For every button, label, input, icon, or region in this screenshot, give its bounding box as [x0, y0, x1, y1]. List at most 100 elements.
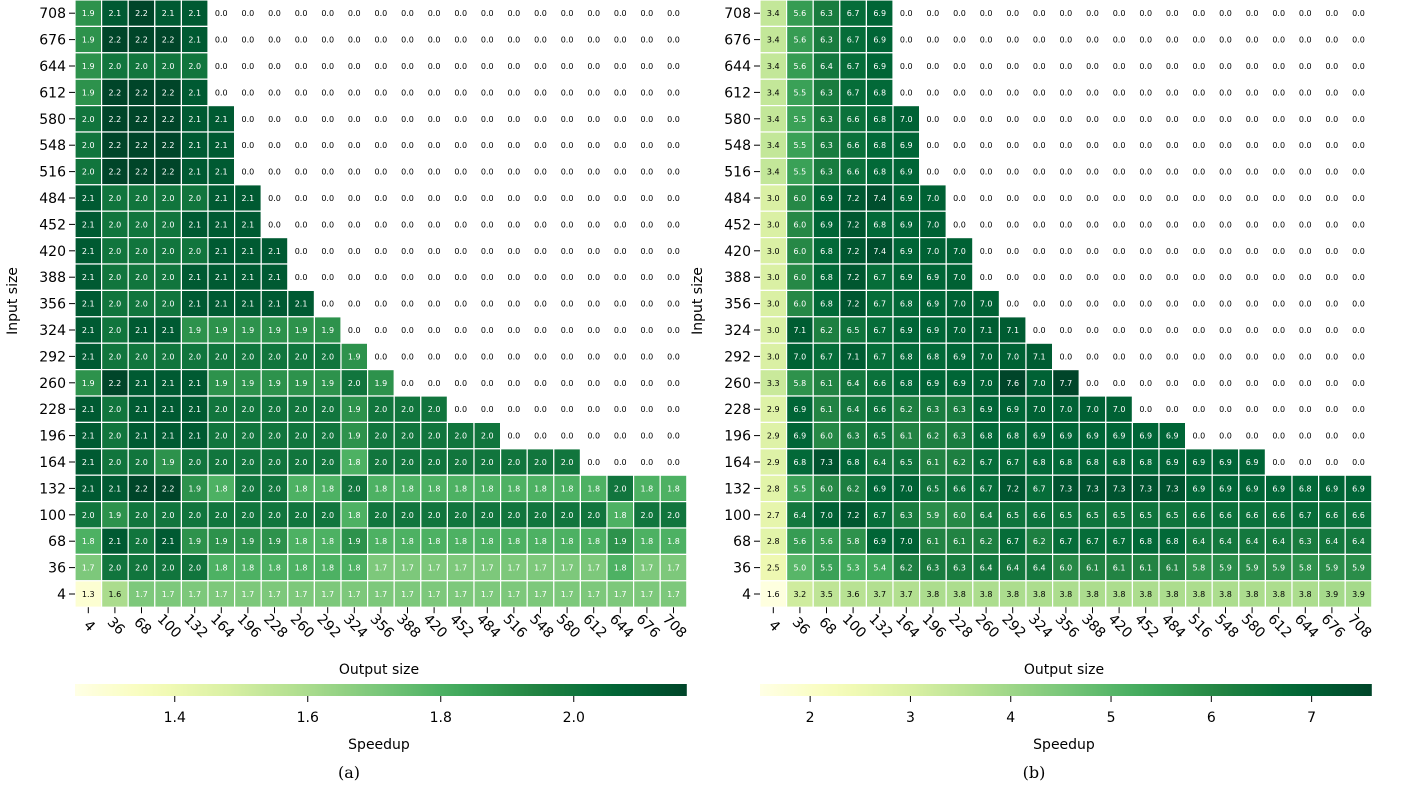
- heatmap-a-cell: [446, 580, 475, 608]
- heatmap-a-cell-label: 2.0: [135, 220, 148, 229]
- heatmap-b-cell-label: 5.6: [794, 537, 807, 546]
- heatmap-b-cell-label: 5.6: [794, 62, 807, 71]
- y-tick-label: 644: [724, 59, 751, 75]
- heatmap-a-cell-label: 1.9: [268, 326, 281, 335]
- heatmap-b-cell: [1238, 448, 1267, 476]
- heatmap-b-cell: [839, 131, 867, 159]
- heatmap-b-cell-label: 6.3: [820, 9, 833, 18]
- heatmap-b-cell: [945, 501, 974, 529]
- heatmap-a-cell: [367, 395, 395, 423]
- heatmap-b-cell-label: 0.0: [1272, 36, 1285, 45]
- heatmap-b-cell: [945, 316, 974, 344]
- heatmap-b-cell-label: 6.8: [820, 247, 833, 256]
- heatmap-a-cell-label: 0.0: [375, 273, 388, 282]
- heatmap-a-cell-label: 0.0: [375, 62, 388, 71]
- heatmap-a-cell-label: 1.7: [667, 564, 680, 573]
- heatmap-a-cell-label: 2.0: [348, 484, 361, 493]
- heatmap-b-cell-label: 0.0: [900, 9, 913, 18]
- heatmap-a-cell: [180, 263, 209, 291]
- heatmap-b-cell-label: 6.4: [820, 62, 833, 71]
- heatmap-b-cell-label: 0.0: [1033, 220, 1046, 229]
- heatmap-b-cell: [1317, 527, 1346, 555]
- heatmap-b-cell-label: 0.0: [1060, 247, 1073, 256]
- heatmap-b-cell-label: 0.0: [1246, 432, 1259, 441]
- y-tick-label: 68: [733, 534, 751, 550]
- heatmap-b-cell-label: 6.8: [1060, 458, 1073, 467]
- heatmap-a-cell-label: 1.8: [375, 484, 388, 493]
- heatmap-b-cell-label: 0.0: [1113, 326, 1126, 335]
- heatmap-a-cell-label: 0.0: [454, 405, 467, 414]
- heatmap-a-cell-label: 0.0: [534, 432, 547, 441]
- heatmap-b-cell-label: 6.5: [1006, 511, 1019, 520]
- heatmap-b-cell-label: 5.5: [794, 115, 807, 124]
- heatmap-a-cell: [659, 580, 688, 608]
- heatmap-a-cell-label: 2.1: [215, 194, 228, 203]
- heatmap-a-cell-label: 2.1: [109, 9, 122, 18]
- heatmap-b-cell-label: 6.7: [873, 300, 886, 309]
- heatmap-b-cell-label: 0.0: [1299, 432, 1312, 441]
- heatmap-a-cell: [234, 184, 262, 212]
- heatmap-b-cell-label: 6.7: [820, 352, 833, 361]
- heatmap-b-cell-label: 0.0: [1219, 194, 1232, 203]
- heatmap-a-cell-label: 0.0: [534, 168, 547, 177]
- y-tick-label: 292: [724, 349, 751, 365]
- heatmap-a-cell: [74, 263, 103, 291]
- heatmap-a-cell-label: 0.0: [667, 326, 680, 335]
- heatmap-a-cell-label: 2.0: [321, 432, 334, 441]
- y-tick-label: 548: [724, 138, 751, 154]
- heatmap-a-cell-label: 2.0: [135, 537, 148, 546]
- heatmap-a-cell-label: 2.1: [162, 9, 175, 18]
- heatmap-b-cell: [785, 474, 814, 503]
- heatmap-b-cell-label: 0.0: [1193, 141, 1206, 150]
- heatmap-a-cell-label: 2.0: [242, 458, 255, 467]
- heatmap-b-cell: [865, 237, 894, 265]
- heatmap-a-cell-label: 0.0: [454, 115, 467, 124]
- heatmap-a-cell-label: 0.0: [428, 115, 441, 124]
- heatmap-b-cell-label: 0.0: [1139, 405, 1152, 414]
- heatmap-a-cell: [127, 289, 156, 318]
- heatmap-a-cell-label: 2.1: [188, 273, 201, 282]
- heatmap-b-cell-label: 0.0: [1246, 273, 1259, 282]
- y-tick-label: 228: [39, 402, 66, 418]
- heatmap-b-cell-label: 3.8: [953, 590, 966, 599]
- heatmap-a-cell-label: 1.9: [321, 379, 334, 388]
- heatmap-b-cell-label: 0.0: [1086, 9, 1099, 18]
- heatmap-a-cell-label: 2.1: [188, 36, 201, 45]
- heatmap-a-cell: [74, 342, 103, 371]
- heatmap-b-cell-label: 6.8: [927, 352, 940, 361]
- heatmap-a-cell-label: 2.0: [508, 458, 521, 467]
- heatmap-b-cell: [918, 316, 947, 344]
- heatmap-b-cell-label: 6.6: [847, 168, 860, 177]
- heatmap-b-cell-label: 6.8: [1139, 537, 1152, 546]
- heatmap-a-cell: [180, 184, 209, 212]
- heatmap-b-cell-label: 0.0: [1086, 379, 1099, 388]
- heatmap-a-cell: [180, 527, 209, 555]
- heatmap-b-cell-label: 5.5: [794, 88, 807, 97]
- heatmap-b-cell-label: 0.0: [1033, 300, 1046, 309]
- heatmap-b-cell-label: 0.0: [1219, 405, 1232, 414]
- heatmap-b-cell: [865, 448, 894, 476]
- heatmap-a-cell-label: 0.0: [614, 432, 627, 441]
- heatmap-b-cell-label: 6.7: [1299, 511, 1312, 520]
- heatmap-b-cell-label: 0.0: [1086, 36, 1099, 45]
- heatmap-b-cell-label: 6.9: [1139, 432, 1152, 441]
- heatmap-b-cell: [865, 342, 894, 371]
- heatmap-b-cell-label: 0.0: [1272, 379, 1285, 388]
- heatmap-b-cell-label: 7.0: [1060, 405, 1073, 414]
- heatmap-b-cell-label: 6.9: [1246, 458, 1259, 467]
- heatmap-a-cell-label: 0.0: [508, 220, 521, 229]
- heatmap-b-cell-label: 6.6: [1272, 511, 1285, 520]
- heatmap-a-cell: [632, 553, 661, 582]
- heatmap-b-cell-label: 0.0: [1113, 62, 1126, 71]
- heatmap-a-cell-label: 2.2: [109, 88, 122, 97]
- heatmap-a-cell: [446, 421, 475, 450]
- heatmap-b-cell-label: 0.0: [1166, 405, 1179, 414]
- heatmap-b-cell: [892, 237, 921, 265]
- heatmap-b-cell-label: 3.8: [1086, 590, 1099, 599]
- heatmap-a-cell-label: 2.0: [109, 432, 122, 441]
- heatmap-b-cell: [759, 104, 788, 133]
- heatmap-a-cell-label: 0.0: [534, 9, 547, 18]
- heatmap-a-cell-label: 0.0: [401, 220, 414, 229]
- heatmap-b-cell-label: 7.3: [820, 458, 833, 467]
